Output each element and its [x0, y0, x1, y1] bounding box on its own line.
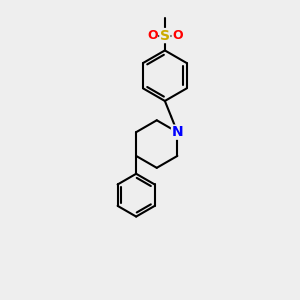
Text: S: S [160, 28, 170, 43]
Text: N: N [172, 125, 183, 139]
Text: O: O [147, 29, 158, 42]
Text: O: O [172, 29, 183, 42]
